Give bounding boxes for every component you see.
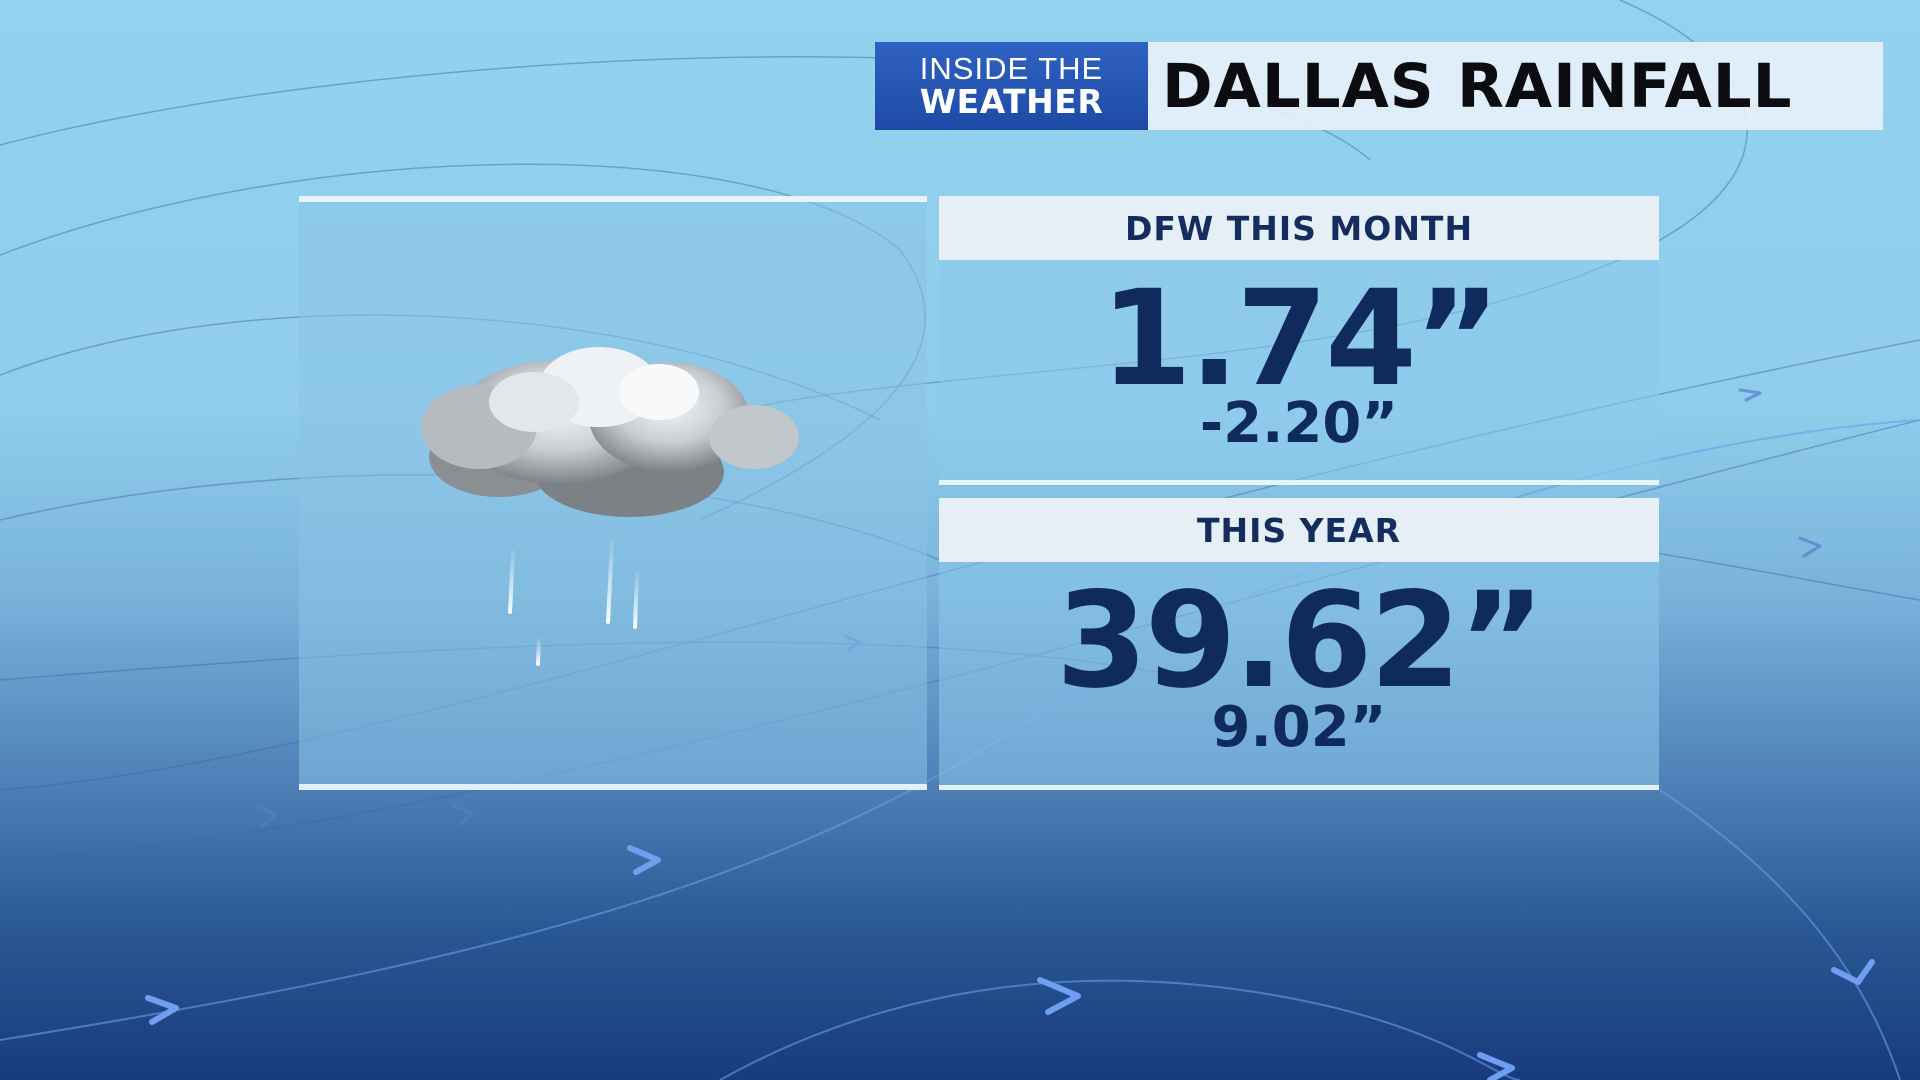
title-bar: INSIDE THE WEATHER DALLAS RAINFALL bbox=[875, 42, 1883, 130]
logo-line-1: INSIDE THE bbox=[919, 51, 1104, 86]
month-label: DFW THIS MONTH bbox=[939, 196, 1659, 260]
year-departure-value: 9.02” bbox=[1211, 695, 1387, 760]
month-departure-value: -2.20” bbox=[1199, 391, 1399, 456]
weather-graphic-panel bbox=[299, 196, 927, 790]
logo-line-2: WEATHER bbox=[919, 82, 1104, 121]
year-rainfall-panel: THIS YEAR 39.62” 9.02” bbox=[939, 498, 1659, 790]
rain-cloud-icon bbox=[421, 347, 799, 666]
year-rainfall-value: 39.62” bbox=[1055, 564, 1545, 718]
page-title: DALLAS RAINFALL bbox=[1162, 50, 1793, 122]
month-rainfall-value: 1.74” bbox=[1100, 262, 1500, 416]
title-box: DALLAS RAINFALL bbox=[1148, 42, 1883, 130]
month-rainfall-panel: DFW THIS MONTH 1.74” -2.20” bbox=[939, 196, 1659, 485]
inside-the-weather-logo: INSIDE THE WEATHER bbox=[875, 42, 1148, 130]
year-label: THIS YEAR bbox=[939, 498, 1659, 562]
